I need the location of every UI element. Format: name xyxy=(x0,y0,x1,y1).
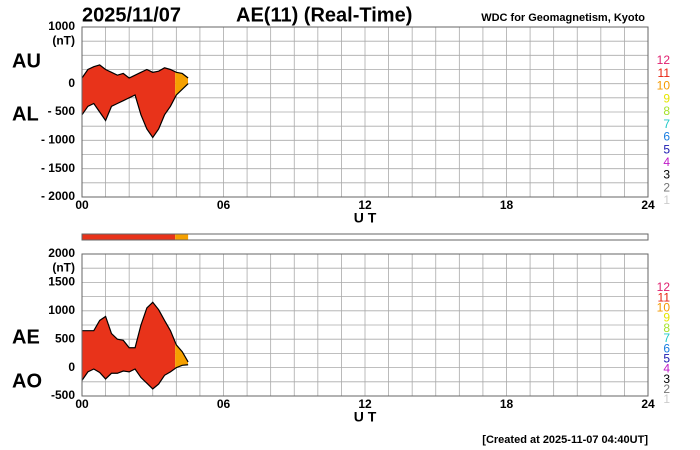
station-count: 12 xyxy=(657,280,671,294)
station-count: 7 xyxy=(663,331,670,345)
series-line xyxy=(81,64,189,79)
source: WDC for Geomagnetism, Kyoto xyxy=(481,12,645,24)
station-count: 1 xyxy=(663,193,670,207)
series-label: AE xyxy=(12,326,40,348)
y-tick-label: - 500 xyxy=(48,104,76,118)
y-tick-label: 1000 xyxy=(48,19,75,33)
station-count: 11 xyxy=(658,290,671,304)
station-count: 4 xyxy=(663,362,670,376)
station-count: 3 xyxy=(663,168,670,182)
x-tick-label: 24 xyxy=(641,397,655,411)
plot-frame xyxy=(81,26,649,198)
station-count: 6 xyxy=(663,341,670,355)
series-label: AU xyxy=(12,50,41,72)
coverage-bar xyxy=(175,234,189,240)
station-count: 3 xyxy=(663,372,670,386)
date: 2025/11/07 xyxy=(82,4,181,26)
station-count: 5 xyxy=(663,351,670,365)
x-tick-label: 06 xyxy=(217,198,231,212)
coverage-bar xyxy=(82,234,176,240)
y-tick-label: 1000 xyxy=(48,303,75,317)
x-tick-label: 12 xyxy=(358,397,372,411)
title: AE(11) (Real-Time) xyxy=(236,4,412,26)
unit-label: (nT) xyxy=(52,34,75,48)
y-tick-label: 1500 xyxy=(48,275,75,289)
station-count: 2 xyxy=(663,180,670,194)
x-tick-label: 18 xyxy=(500,198,514,212)
station-count: 8 xyxy=(663,321,670,335)
station-count: 2 xyxy=(663,382,670,396)
x-tick-label: 00 xyxy=(75,198,89,212)
coverage-bar-frame xyxy=(81,233,649,241)
station-count: 4 xyxy=(663,155,670,169)
station-count: 5 xyxy=(663,142,670,156)
plot-frame xyxy=(81,253,649,397)
station-count: 9 xyxy=(663,311,670,325)
y-tick-label: - 1000 xyxy=(41,133,75,147)
station-count: 10 xyxy=(657,79,671,93)
x-axis-label: U T xyxy=(354,409,377,425)
x-tick-label: 18 xyxy=(500,397,514,411)
x-tick-label: 12 xyxy=(358,198,372,212)
y-tick-label: 500 xyxy=(55,331,75,345)
x-tick-label: 00 xyxy=(75,397,89,411)
x-tick-label: 06 xyxy=(217,397,231,411)
y-tick-label: 2000 xyxy=(48,246,75,260)
station-count: 6 xyxy=(663,130,670,144)
station-count: 12 xyxy=(657,53,671,67)
x-tick-label: 24 xyxy=(641,198,655,212)
station-count: 7 xyxy=(663,117,670,131)
y-tick-label: 0 xyxy=(68,76,75,90)
series-line xyxy=(81,364,189,390)
series-line xyxy=(81,83,189,139)
y-tick-label: - 2000 xyxy=(41,189,75,203)
series-label: AL xyxy=(12,103,39,125)
station-count: 1 xyxy=(663,392,670,406)
footer: [Created at 2025-11-07 04:40UT] xyxy=(482,434,648,446)
station-count: 9 xyxy=(663,91,670,105)
x-axis-label: U T xyxy=(354,210,377,226)
series-line xyxy=(82,301,189,363)
station-count: 10 xyxy=(657,301,671,315)
station-count: 8 xyxy=(663,104,670,118)
unit-label: (nT) xyxy=(52,260,75,274)
y-tick-label: 0 xyxy=(68,360,75,374)
y-tick-label: - 1500 xyxy=(41,161,75,175)
series-label: AO xyxy=(12,370,42,392)
station-count: 11 xyxy=(658,66,671,80)
y-tick-label: -500 xyxy=(51,388,75,402)
